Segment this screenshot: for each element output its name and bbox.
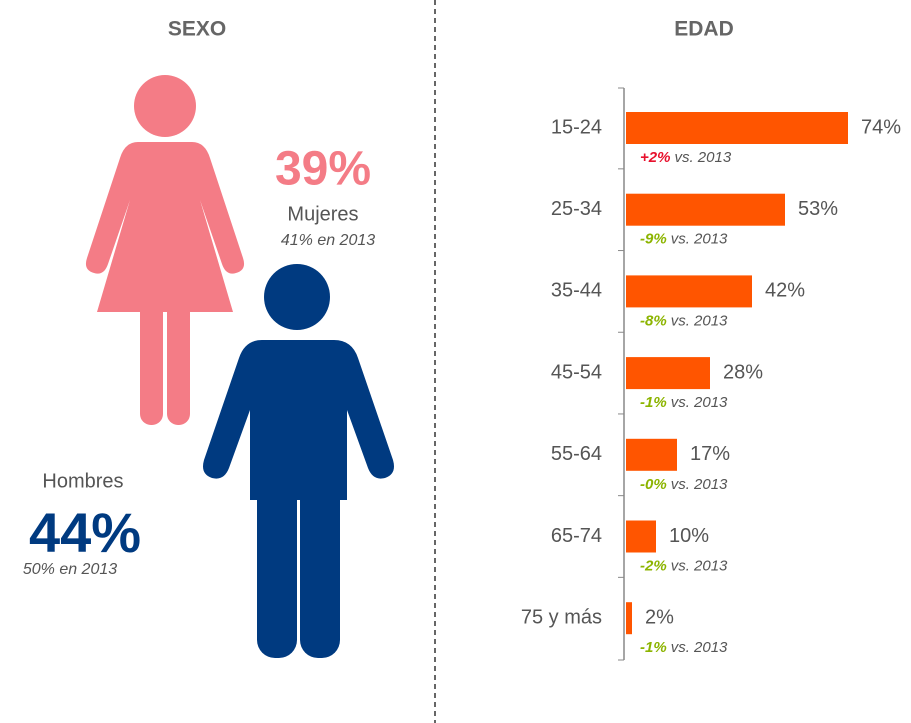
value-label: 74% bbox=[861, 116, 901, 138]
change-value: -0% bbox=[640, 476, 667, 493]
category-label: 35-44 bbox=[551, 280, 602, 302]
change-label: -1% vs. 2013 bbox=[640, 394, 728, 411]
change-value: -1% bbox=[640, 394, 667, 411]
bar bbox=[626, 112, 848, 144]
chart-title: EDAD bbox=[674, 18, 734, 41]
change-suffix: vs. 2013 bbox=[671, 476, 728, 493]
bar bbox=[626, 357, 710, 390]
value-label: 28% bbox=[723, 361, 763, 383]
category-label: 45-54 bbox=[551, 361, 602, 383]
change-label: -0% vs. 2013 bbox=[640, 476, 728, 493]
women-value: 39% bbox=[275, 143, 371, 196]
men-value: 44% bbox=[29, 501, 141, 564]
change-value: -2% bbox=[640, 557, 667, 574]
men-previous: 50% en 2013 bbox=[23, 561, 117, 578]
change-suffix: vs. 2013 bbox=[674, 149, 731, 166]
change-suffix: vs. 2013 bbox=[671, 231, 728, 248]
bar bbox=[626, 275, 752, 308]
bar bbox=[626, 520, 656, 553]
women-previous: 41% en 2013 bbox=[281, 232, 375, 249]
change-label: -1% vs. 2013 bbox=[640, 639, 728, 656]
category-label: 65-74 bbox=[551, 525, 602, 547]
bar bbox=[626, 602, 632, 635]
value-label: 10% bbox=[669, 525, 709, 547]
women-label: Mujeres bbox=[287, 203, 358, 225]
change-label: -2% vs. 2013 bbox=[640, 557, 728, 574]
change-value: -9% bbox=[640, 231, 667, 248]
men-label: Hombres bbox=[42, 470, 123, 492]
section-title: SEXO bbox=[168, 18, 226, 41]
category-label: 15-24 bbox=[551, 116, 602, 138]
value-label: 2% bbox=[645, 606, 674, 628]
change-value: -8% bbox=[640, 312, 667, 329]
bar bbox=[626, 438, 677, 471]
bar bbox=[626, 193, 785, 226]
woman-icon bbox=[85, 75, 245, 425]
man-icon bbox=[203, 264, 394, 658]
value-label: 53% bbox=[798, 198, 838, 220]
change-suffix: vs. 2013 bbox=[671, 312, 728, 329]
category-label: 75 y más bbox=[521, 606, 602, 628]
category-label: 55-64 bbox=[551, 443, 602, 465]
change-value: +2% bbox=[640, 149, 670, 166]
change-suffix: vs. 2013 bbox=[671, 639, 728, 656]
value-label: 42% bbox=[765, 280, 805, 302]
change-label: -9% vs. 2013 bbox=[640, 231, 728, 248]
value-label: 17% bbox=[690, 443, 730, 465]
category-label: 25-34 bbox=[551, 198, 602, 220]
change-suffix: vs. 2013 bbox=[671, 557, 728, 574]
change-value: -1% bbox=[640, 639, 667, 656]
change-suffix: vs. 2013 bbox=[671, 394, 728, 411]
change-label: +2% vs. 2013 bbox=[640, 149, 732, 166]
change-label: -8% vs. 2013 bbox=[640, 312, 728, 329]
